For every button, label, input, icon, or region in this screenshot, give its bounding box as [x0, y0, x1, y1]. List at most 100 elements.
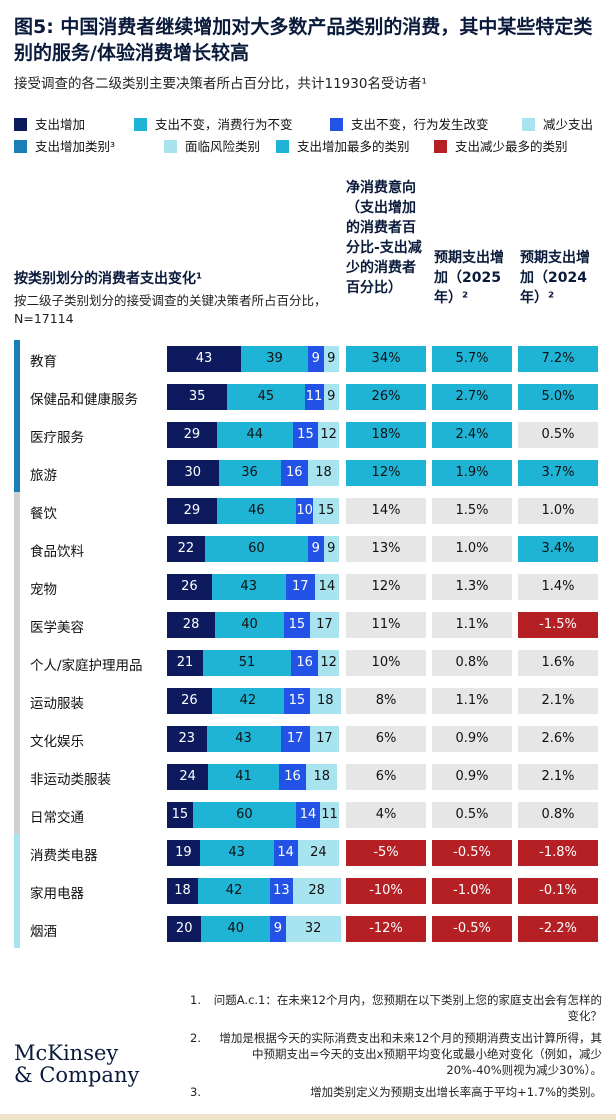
category-label: 食品饮料 [30, 544, 84, 560]
legend-item: 减少支出 [522, 114, 593, 133]
footnotes: 1. 问题A.c.1：在未来12个月内，您预期在以下类别上您的家庭支出会有怎样的变… [190, 992, 602, 1106]
bar-segment: 18 [306, 764, 338, 790]
bar-segment: 15 [167, 802, 193, 828]
value-cell-net: -5% [346, 840, 426, 866]
category-label: 保健品和健康服务 [30, 392, 138, 408]
value-cell-y2024: 1.4% [518, 574, 598, 600]
column-header-net: 净消费意向（支出增加的消费者百分比-支出减少的消费者百分比） [346, 180, 422, 296]
value-cell-y2024: 3.4% [518, 536, 598, 562]
bar-segment: 11 [320, 802, 339, 828]
bar-segment: 36 [218, 460, 281, 486]
value-cell-y2025: 1.0% [432, 536, 512, 562]
legend-item: 支出增加 [14, 114, 85, 133]
value-cell-y2025: -1.0% [432, 878, 512, 904]
bar-segment: 21 [167, 650, 204, 676]
bar-segment: 14 [296, 802, 321, 828]
group-indicator [14, 492, 20, 834]
bar-segment: 43 [206, 726, 281, 752]
category-label: 餐饮 [30, 506, 57, 522]
bar-segment: 35 [167, 384, 228, 410]
value-cell-y2024: 5.0% [518, 384, 598, 410]
bar-segment: 29 [167, 422, 217, 448]
bar-segment: 16 [290, 650, 319, 676]
value-cell-y2025: 1.5% [432, 498, 512, 524]
footnote-number: 1. [190, 993, 201, 1007]
logo-line-2: & Company [14, 1063, 140, 1087]
bar-segment: 18 [308, 460, 339, 486]
value-cell-y2024: 2.1% [518, 764, 598, 790]
value-cell-net: 11% [346, 612, 426, 638]
left-header: 按类别划分的消费者支出变化¹ 按二级子类别划分的接受调查的关键决策者所占百分比，… [14, 268, 334, 328]
bar-segment: 46 [216, 498, 296, 524]
category-label: 文化娱乐 [30, 734, 84, 750]
bar-segment: 28 [292, 878, 341, 904]
value-cell-y2024: 1.0% [518, 498, 598, 524]
bar-segment: 39 [240, 346, 309, 372]
value-cell-y2024: -2.2% [518, 916, 598, 942]
legend-label: 减少支出 [543, 117, 594, 132]
value-cell-net: 12% [346, 460, 426, 486]
category-label: 日常交通 [30, 810, 84, 826]
value-cell-y2024: 7.2% [518, 346, 598, 372]
value-cell-y2024: -1.5% [518, 612, 598, 638]
value-cell-y2024: 2.1% [518, 688, 598, 714]
category-label: 宠物 [30, 582, 57, 598]
logo-line-1: McKinsey [14, 1041, 119, 1065]
value-cell-net: -12% [346, 916, 426, 942]
bar-segment: 41 [208, 764, 279, 790]
bar-segment: 16 [278, 764, 307, 790]
column-header-2025: 预期支出增加（2025年）² [434, 250, 504, 306]
bar-segment: 24 [297, 840, 339, 866]
bar-segment: 43 [211, 574, 286, 600]
value-cell-y2025: 2.7% [432, 384, 512, 410]
value-cell-y2025: -0.5% [432, 916, 512, 942]
bar-segment: 20 [167, 916, 202, 942]
bar-segment: 13 [270, 878, 293, 904]
value-cell-y2024: -1.8% [518, 840, 598, 866]
value-cell-y2024: -0.1% [518, 878, 598, 904]
legend-swatch [434, 140, 447, 153]
bar-segment: 29 [167, 498, 217, 524]
value-cell-y2025: 1.1% [432, 612, 512, 638]
bar-segment: 14 [273, 840, 298, 866]
bar-segment: 44 [216, 422, 293, 448]
bar-segment: 42 [211, 688, 284, 714]
legend-swatch [164, 140, 177, 153]
legend-swatch [330, 118, 343, 131]
page-title: 图5: 中国消费者继续增加对大多数产品类别的消费，其中某些特定类别的服务/体验消… [14, 16, 593, 64]
value-cell-net: -10% [346, 878, 426, 904]
legend-swatch [522, 118, 535, 131]
bar-segment: 51 [203, 650, 291, 676]
value-cell-net: 13% [346, 536, 426, 562]
legend-item: 支出不变，行为发生改变 [330, 114, 489, 133]
bar-segment: 42 [197, 878, 271, 904]
bar-segment: 45 [227, 384, 305, 410]
bar-segment: 15 [283, 688, 310, 714]
legend-label: 支出增加 [35, 117, 86, 132]
legend-label: 支出减少最多的类别 [455, 139, 568, 154]
category-label: 家用电器 [30, 886, 84, 902]
footnote: 2. 增加是根据今天的实际消费支出和未来12个月的预期消费支出计算所得，其中预期支… [190, 1030, 602, 1078]
category-label: 医学美容 [30, 620, 84, 636]
category-label: 医疗服务 [30, 430, 84, 446]
bar-segment: 22 [167, 536, 205, 562]
category-label: 旅游 [30, 468, 57, 484]
bar-segment: 43 [199, 840, 274, 866]
value-cell-y2025: 2.4% [432, 422, 512, 448]
bar-segment: 17 [309, 726, 339, 752]
bar-segment: 18 [167, 878, 198, 904]
value-cell-net: 6% [346, 726, 426, 752]
legend-item: 支出减少最多的类别 [434, 136, 568, 155]
bar-segment: 43 [167, 346, 241, 372]
legend-label: 支出增加最多的类别 [297, 139, 410, 154]
value-cell-y2025: 5.7% [432, 346, 512, 372]
mckinsey-logo: McKinsey & Company [14, 1042, 139, 1086]
bar-segment: 9 [323, 536, 339, 562]
value-cell-net: 26% [346, 384, 426, 410]
value-cell-y2025: 0.9% [432, 726, 512, 752]
bar-segment: 14 [314, 574, 339, 600]
bar-segment: 11 [304, 384, 324, 410]
bar-segment: 18 [309, 688, 341, 714]
value-cell-y2025: 0.5% [432, 802, 512, 828]
bar-segment: 16 [280, 460, 309, 486]
